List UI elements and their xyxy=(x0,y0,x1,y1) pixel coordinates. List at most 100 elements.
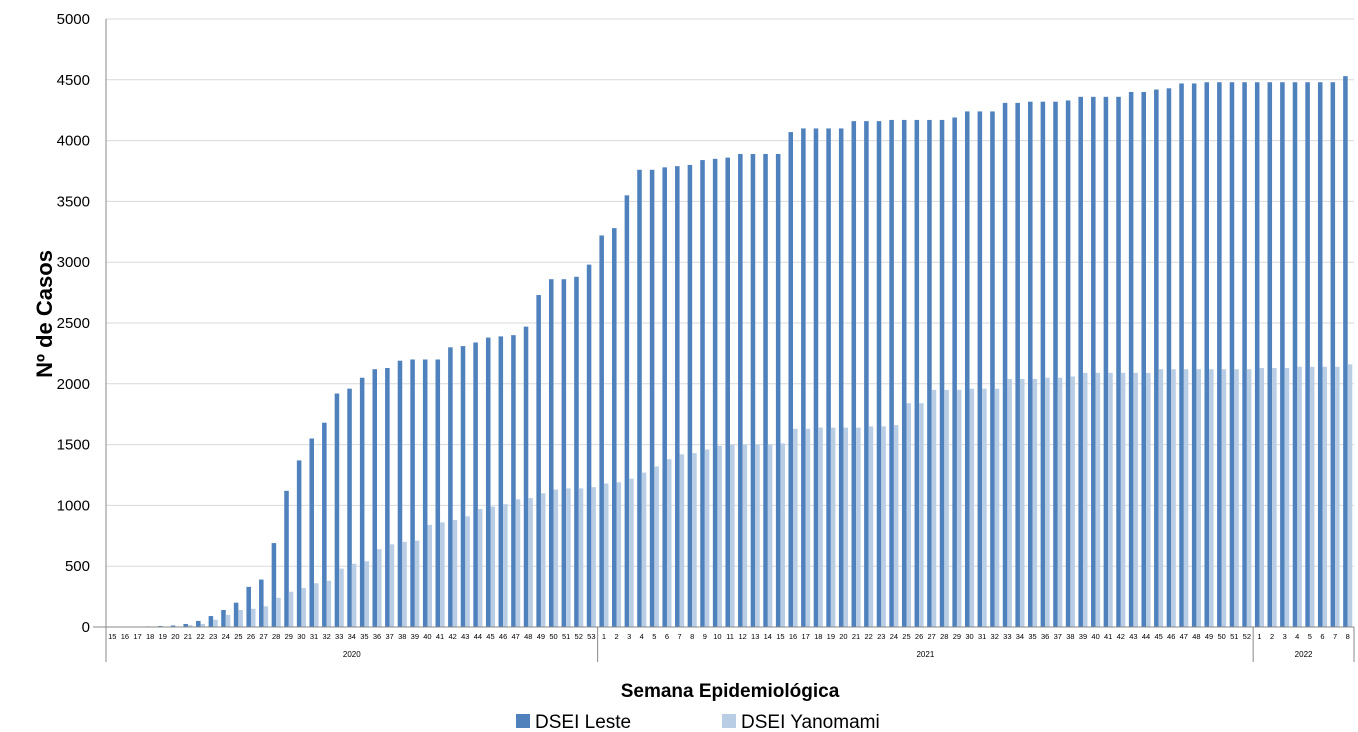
x-tick-label: 3 xyxy=(1283,632,1287,641)
x-tick-label: 4 xyxy=(1295,632,1299,641)
x-tick-label: 43 xyxy=(461,632,469,641)
bar xyxy=(813,128,819,627)
bar xyxy=(944,389,949,627)
x-tick-label: 53 xyxy=(587,632,595,641)
y-tick-label: 1500 xyxy=(57,437,90,454)
x-tick-label: 6 xyxy=(1320,632,1324,641)
x-tick-label: 17 xyxy=(133,632,141,641)
x-tick-label: 29 xyxy=(285,632,293,641)
bar xyxy=(326,580,332,627)
x-tick-label: 49 xyxy=(537,632,545,641)
bar xyxy=(1082,372,1088,627)
bar xyxy=(566,488,571,627)
bar xyxy=(1229,82,1235,628)
bar xyxy=(1191,83,1197,627)
bar xyxy=(1171,369,1176,627)
bar xyxy=(793,428,798,627)
x-tick-label: 22 xyxy=(864,632,872,641)
bar xyxy=(1103,96,1109,627)
legend-swatch-dsei-yanomami xyxy=(722,714,736,728)
bar xyxy=(485,337,491,627)
bar xyxy=(906,403,912,627)
bar xyxy=(377,549,382,627)
bar xyxy=(490,506,496,627)
bar xyxy=(805,428,811,627)
x-tick-label: 19 xyxy=(159,632,167,641)
bar xyxy=(1108,372,1113,627)
x-tick-label: 35 xyxy=(1028,632,1036,641)
x-tick-label: 42 xyxy=(448,632,456,641)
bar xyxy=(422,359,428,627)
bar xyxy=(1183,369,1189,627)
bar xyxy=(1179,83,1184,627)
bar xyxy=(1032,378,1038,627)
bar xyxy=(402,541,407,627)
bar xyxy=(603,483,609,627)
x-tick-label: 15 xyxy=(776,632,784,641)
bar xyxy=(536,295,541,627)
bar xyxy=(1141,91,1146,627)
bar xyxy=(893,425,899,627)
bar xyxy=(826,128,831,627)
bar xyxy=(1305,82,1310,628)
year-group-label: 2021 xyxy=(916,650,934,659)
bar xyxy=(574,276,579,627)
bar xyxy=(1116,96,1121,627)
x-tick-label: 8 xyxy=(690,632,694,641)
bar xyxy=(1146,372,1151,627)
bar xyxy=(200,623,206,627)
bar xyxy=(170,625,176,627)
bar xyxy=(523,326,529,627)
bar xyxy=(964,111,970,628)
x-tick-label: 8 xyxy=(1346,632,1350,641)
x-tick-label: 48 xyxy=(1192,632,1200,641)
bar xyxy=(347,388,352,627)
bar xyxy=(956,389,962,627)
x-tick-label: 52 xyxy=(575,632,583,641)
bar xyxy=(1217,82,1222,628)
y-tick-label: 1000 xyxy=(57,497,90,514)
x-tick-label: 51 xyxy=(1230,632,1238,641)
bar xyxy=(309,438,314,627)
x-tick-label: 18 xyxy=(814,632,822,641)
bar xyxy=(704,449,710,627)
bar xyxy=(1158,369,1164,627)
x-tick-label: 7 xyxy=(677,632,681,641)
x-tick-label: 13 xyxy=(751,632,759,641)
x-tick-label: 52 xyxy=(1243,632,1251,641)
bar xyxy=(939,119,945,628)
bar xyxy=(1002,102,1008,627)
bar xyxy=(641,472,647,627)
bar xyxy=(364,561,369,627)
bar xyxy=(952,117,957,627)
x-tick-label: 45 xyxy=(486,632,494,641)
x-tick-label: 3 xyxy=(627,632,631,641)
bar xyxy=(838,128,844,627)
bar xyxy=(259,579,264,627)
bar xyxy=(1028,101,1033,627)
x-tick-label: 46 xyxy=(1167,632,1175,641)
x-tick-label: 28 xyxy=(940,632,948,641)
year-group-labels: 2020 2021 2022 xyxy=(343,650,1313,659)
bar xyxy=(410,359,415,627)
bar xyxy=(1242,82,1247,628)
bar xyxy=(553,489,559,627)
bar xyxy=(1221,369,1227,627)
x-tick-label: 33 xyxy=(335,632,343,641)
bar xyxy=(1078,96,1083,627)
x-tick-label: 14 xyxy=(764,632,772,641)
bar xyxy=(1343,76,1348,627)
bar xyxy=(515,499,521,627)
x-tick-label: 33 xyxy=(1003,632,1011,641)
x-tick-label: 28 xyxy=(272,632,280,641)
x-tick-label: 26 xyxy=(915,632,923,641)
bar xyxy=(1040,101,1046,627)
x-tick-label: 30 xyxy=(965,632,973,641)
bar xyxy=(830,427,836,627)
x-tick-label: 27 xyxy=(928,632,936,641)
y-axis-title: Nº de Casos xyxy=(32,250,57,378)
bar xyxy=(528,498,533,627)
bar xyxy=(1019,378,1025,627)
bar xyxy=(612,228,617,627)
x-tick-label: 39 xyxy=(411,632,419,641)
